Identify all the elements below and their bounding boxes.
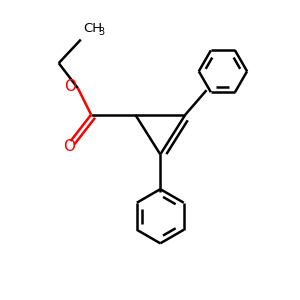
Text: CH: CH	[83, 22, 102, 35]
Text: O: O	[64, 79, 76, 94]
Text: 3: 3	[98, 27, 104, 37]
Text: O: O	[63, 139, 75, 154]
